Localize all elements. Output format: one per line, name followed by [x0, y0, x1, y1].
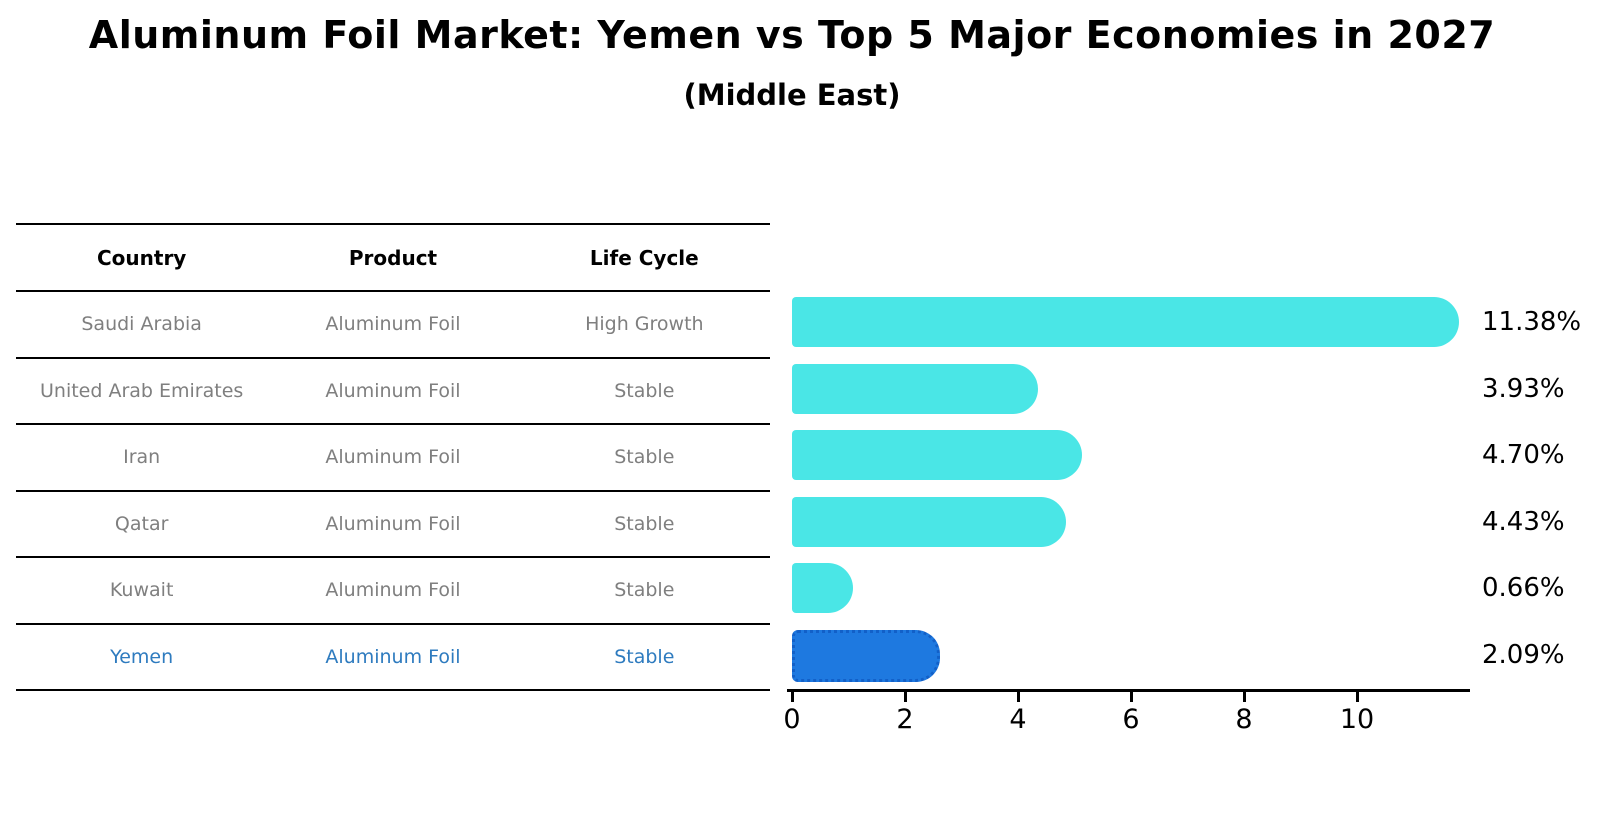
bar-saudi-arabia: [792, 297, 1459, 348]
x-axis-tick: [1016, 692, 1020, 702]
country-table: Country Product Life Cycle Saudi Arabia …: [16, 223, 770, 691]
table-row-yemen: Yemen Aluminum Foil Stable: [16, 625, 770, 691]
cell-life-cycle: High Growth: [585, 313, 704, 336]
table-row-saudi-arabia: Saudi Arabia Aluminum Foil High Growth: [16, 292, 770, 359]
cell-life-cycle: Stable: [614, 645, 675, 668]
bar-qatar: [792, 496, 1067, 547]
x-axis-line: [787, 689, 1470, 692]
table-row-kuwait: Kuwait Aluminum Foil Stable: [16, 558, 770, 625]
value-label-saudi-arabia: 11.38%: [1482, 307, 1582, 338]
x-axis-tick: [1355, 692, 1359, 702]
value-label-yemen: 2.09%: [1482, 639, 1565, 670]
cell-country: Kuwait: [109, 579, 174, 602]
cell-country: United Arab Emirates: [40, 379, 244, 402]
bar-yemen: [792, 629, 941, 682]
cell-product: Aluminum Foil: [325, 313, 461, 336]
x-axis-tick: [1129, 692, 1133, 702]
cell-country: Qatar: [114, 512, 169, 535]
table-header-life-cycle: Life Cycle: [589, 245, 699, 270]
cell-life-cycle: Stable: [614, 379, 675, 402]
bar-united-arab-emirates: [792, 363, 1039, 414]
x-axis-tick-label: 2: [896, 704, 914, 735]
cell-life-cycle: Stable: [614, 446, 675, 469]
x-axis-tick-label: 6: [1122, 704, 1140, 735]
x-axis-tick-label: 10: [1339, 704, 1375, 735]
table-header-country: Country: [96, 245, 187, 270]
x-axis-tick: [790, 692, 794, 702]
bar-kuwait: [792, 563, 854, 614]
x-axis-tick: [903, 692, 907, 702]
cell-product: Aluminum Foil: [325, 579, 461, 602]
chart-subtitle: (Middle East): [683, 78, 901, 112]
value-label-qatar: 4.43%: [1482, 506, 1565, 537]
chart-title: Aluminum Foil Market: Yemen vs Top 5 Maj…: [88, 13, 1496, 57]
cell-life-cycle: Stable: [614, 512, 675, 535]
table-header-row: Country Product Life Cycle: [16, 225, 770, 292]
x-axis-tick: [1242, 692, 1246, 702]
table-row-iran: Iran Aluminum Foil Stable: [16, 425, 770, 492]
cell-product: Aluminum Foil: [325, 645, 461, 668]
cell-country: Saudi Arabia: [81, 313, 202, 336]
bar-iran: [792, 430, 1082, 481]
table-header-product: Product: [348, 245, 438, 270]
x-axis-tick-label: 8: [1235, 704, 1253, 735]
cell-country: Yemen: [110, 645, 174, 668]
cell-product: Aluminum Foil: [325, 446, 461, 469]
cell-product: Aluminum Foil: [325, 512, 461, 535]
value-label-kuwait: 0.66%: [1482, 573, 1565, 604]
cell-life-cycle: Stable: [614, 579, 675, 602]
table-row-qatar: Qatar Aluminum Foil Stable: [16, 492, 770, 558]
table-row-united-arab-emirates: United Arab Emirates Aluminum Foil Stabl…: [16, 359, 770, 425]
value-label-iran: 4.70%: [1482, 440, 1565, 471]
x-axis-tick-label: 4: [1009, 704, 1027, 735]
cell-country: Iran: [123, 446, 161, 469]
value-label-united-arab-emirates: 3.93%: [1482, 373, 1565, 404]
x-axis-tick-label: 0: [783, 704, 801, 735]
cell-product: Aluminum Foil: [325, 379, 461, 402]
